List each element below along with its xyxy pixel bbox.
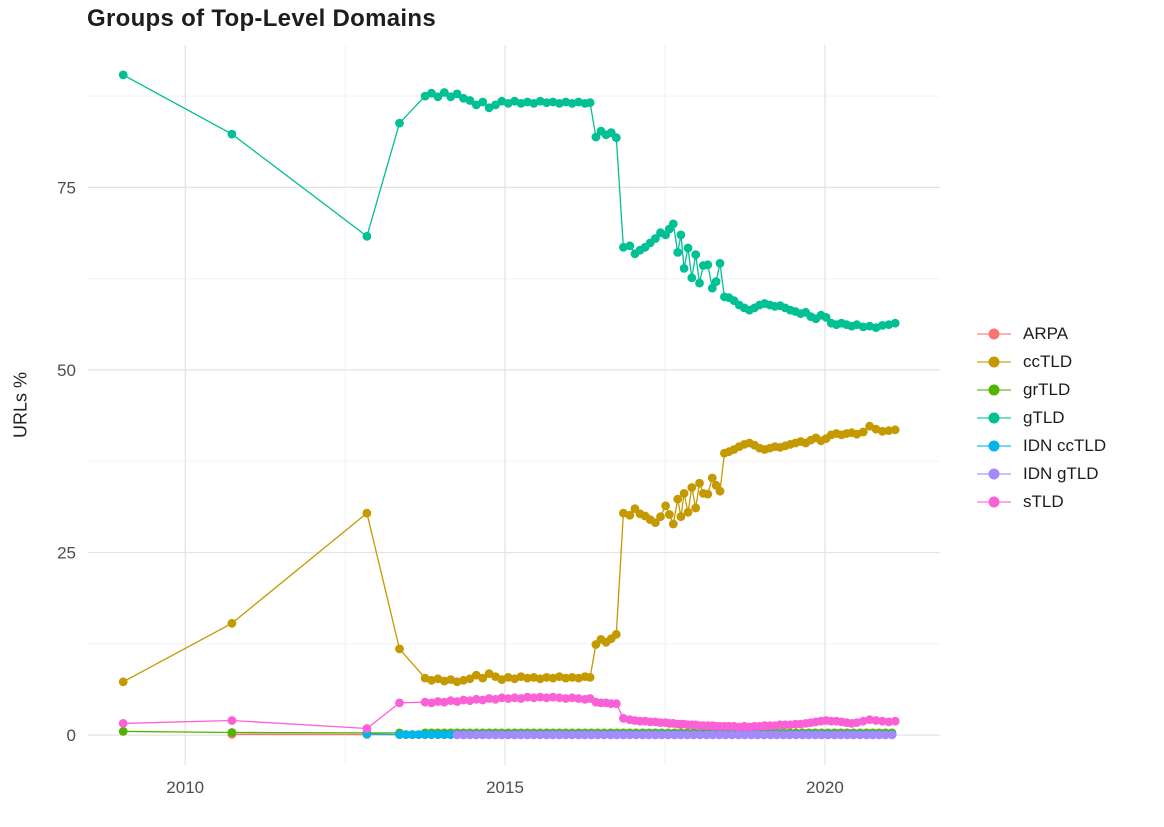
legend-item-stld: sTLD (976, 488, 1106, 516)
legend-label: IDN gTLD (1023, 464, 1099, 483)
axis-tick-labels: 0 25 50 75 2010 2015 2020 (57, 178, 844, 797)
legend-key-grtld-icon (977, 384, 1011, 396)
x-tick-label: 2020 (806, 778, 844, 797)
legend-key-gtld-icon (977, 412, 1011, 424)
y-tick-label: 25 (57, 544, 76, 563)
legend-item-idn-cctld: IDN ccTLD (976, 432, 1106, 460)
legend-key-stld-icon (977, 496, 1011, 508)
legend-label: ARPA (1023, 324, 1069, 343)
chart-title: Groups of Top-Level Domains (87, 5, 437, 32)
series-gtld (118, 70, 900, 332)
legend-item-grtld: grTLD (976, 376, 1106, 404)
series-stld (118, 692, 900, 733)
legend-key-arpa-icon (977, 328, 1011, 340)
legend-item-gtld: gTLD (976, 404, 1106, 432)
series-cctld (118, 421, 900, 687)
legend-item-cctld: ccTLD (976, 348, 1106, 376)
legend-item-idn-gtld: IDN gTLD (976, 460, 1106, 488)
y-tick-label: 50 (57, 361, 76, 380)
legend-label: IDN ccTLD (1023, 436, 1107, 455)
grid-minor (88, 45, 940, 765)
legend-key-cctld-icon (977, 356, 1011, 368)
x-tick-label: 2010 (166, 778, 204, 797)
y-tick-label: 75 (57, 178, 76, 197)
legend: ARPA ccTLD grTLD gTLD IDN ccTLD IDN gTLD sTLD (976, 320, 1106, 516)
series-idn-gtld (452, 730, 897, 740)
legend-item-arpa: ARPA (976, 320, 1106, 348)
legend-label: sTLD (1023, 492, 1064, 511)
legend-key-idn-cctld-icon (977, 440, 1011, 452)
x-tick-label: 2015 (486, 778, 524, 797)
legend-key-idn-gtld-icon (977, 468, 1011, 480)
legend-label: grTLD (1023, 380, 1071, 399)
legend-label: gTLD (1023, 408, 1065, 427)
y-tick-label: 0 (67, 726, 76, 745)
grid-major (88, 45, 940, 765)
legend-label: ccTLD (1023, 352, 1073, 371)
